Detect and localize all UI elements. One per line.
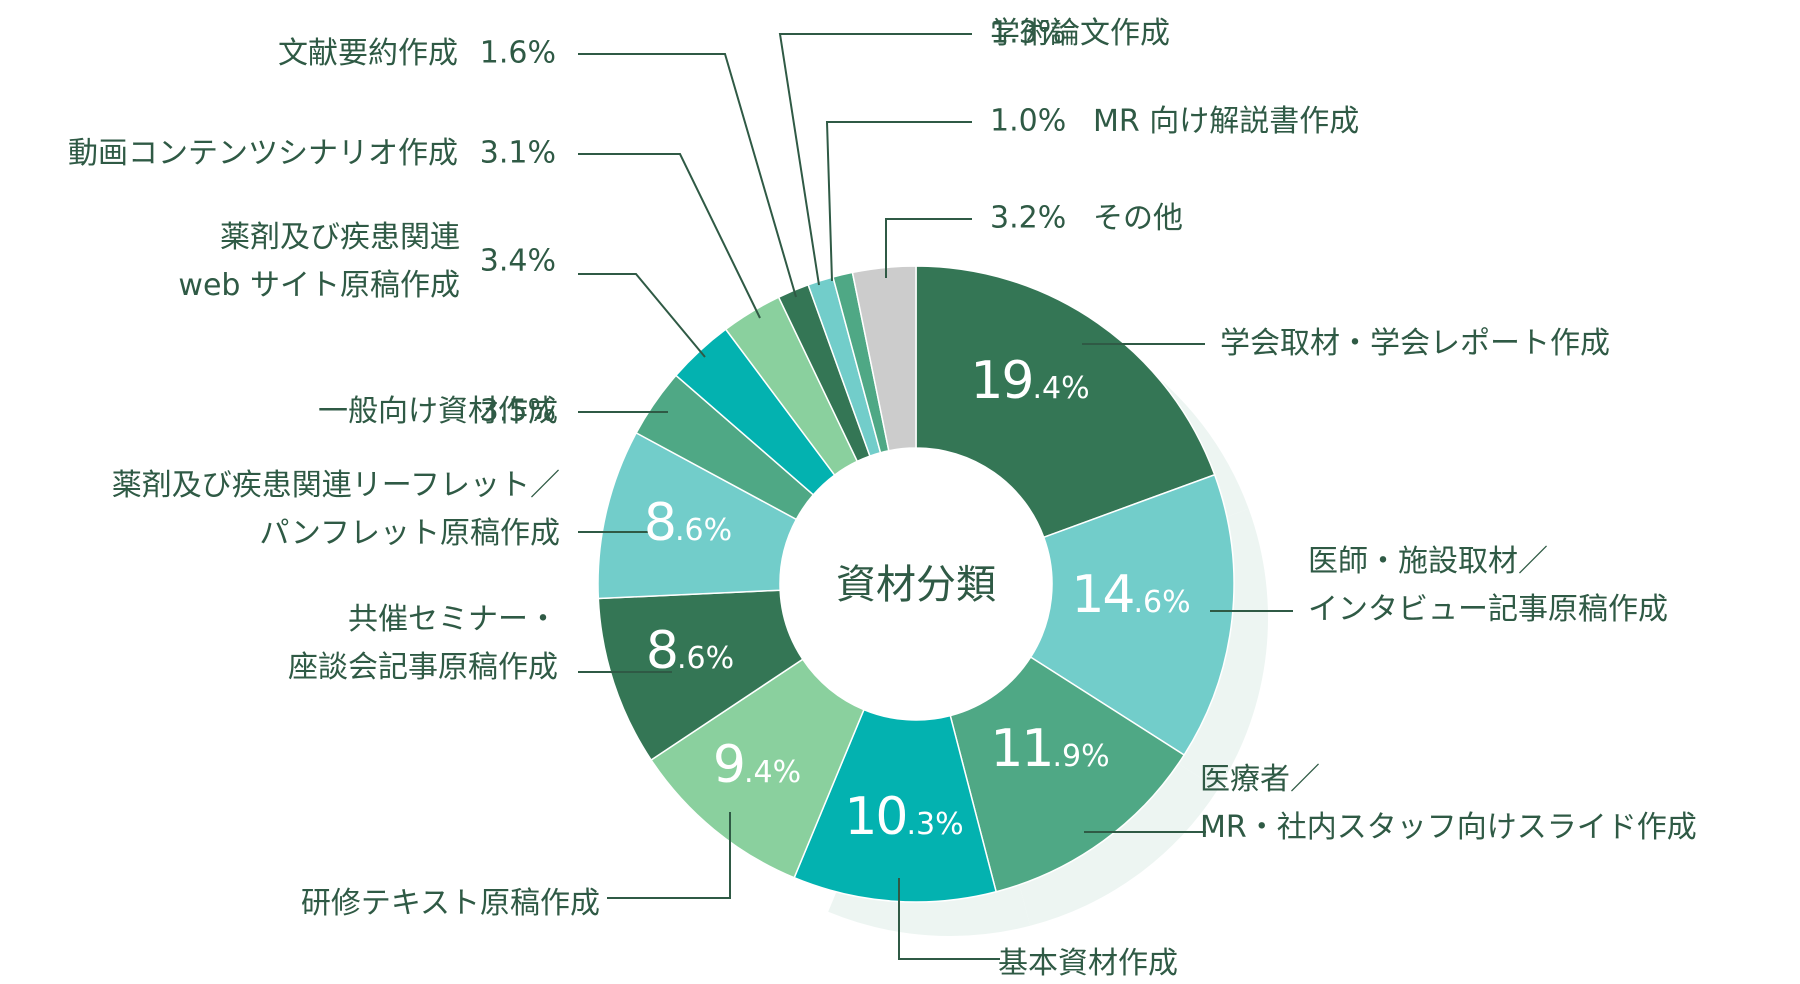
leader-line [825, 121, 972, 282]
category-label: 薬剤及び疾患関連 web サイト原稿作成 [178, 220, 460, 303]
value-label: 1.3% [990, 16, 1066, 51]
category-label: 学術論文作成 [990, 16, 1170, 51]
value-label: 19.4% [970, 351, 1089, 411]
value-labels: 19.4% 14.6% 11.9% 10.3% 9.4% 8.6% 8.6% 3.5% 3.4%… [480, 16, 1191, 848]
leader-lines [578, 33, 1293, 960]
leader-line [578, 273, 706, 358]
category-label: 基本資材作成 [998, 946, 1178, 981]
leader-line [778, 33, 972, 286]
value-label: 3.1% [480, 136, 556, 171]
category-label: 研修テキスト原稿作成 [301, 886, 600, 921]
value-label: 3.2% [990, 201, 1066, 236]
value-label: 3.4% [480, 244, 556, 279]
category-label: 医師・施設取材／インタビュー記事原稿作成 [1308, 544, 1668, 627]
category-label: その他 [1093, 201, 1183, 236]
value-label: 14.6% [1071, 565, 1190, 625]
category-label: 医療者／ MR・社内スタッフ向けスライド作成 [1200, 762, 1697, 845]
value-label: 10.3% [844, 787, 963, 847]
leader-line [578, 53, 797, 298]
value-label: 3.5% [480, 394, 556, 429]
category-label: 文献要約作成 [278, 36, 458, 71]
value-label: 1.0% [990, 104, 1066, 139]
value-label: 11.9% [990, 719, 1109, 779]
leader-line [607, 812, 731, 899]
value-label: 8.6% [644, 493, 732, 553]
chart-slices [597, 265, 1235, 903]
donut-hole [780, 448, 1052, 720]
value-label: 1.6% [480, 36, 556, 71]
chart-center-title: 資材分類 [836, 562, 996, 608]
leader-line [578, 153, 761, 319]
category-label: 共催セミナー・座談会記事原稿作成 [288, 602, 558, 685]
category-label: 動画コンテンツシナリオ作成 [68, 136, 458, 171]
leader-line [885, 218, 972, 278]
value-label: 8.6% [646, 621, 734, 681]
category-label: MR 向け解説書作成 [1093, 104, 1359, 139]
value-label: 9.4% [713, 735, 801, 795]
leader-line [898, 878, 1000, 960]
category-label: 薬剤及び疾患関連リーフレット／パンフレット原稿作成 [112, 468, 560, 551]
category-label: 学会取材・学会レポート作成 [1220, 326, 1610, 361]
category-label: 一般向け資材作成 [318, 394, 558, 429]
